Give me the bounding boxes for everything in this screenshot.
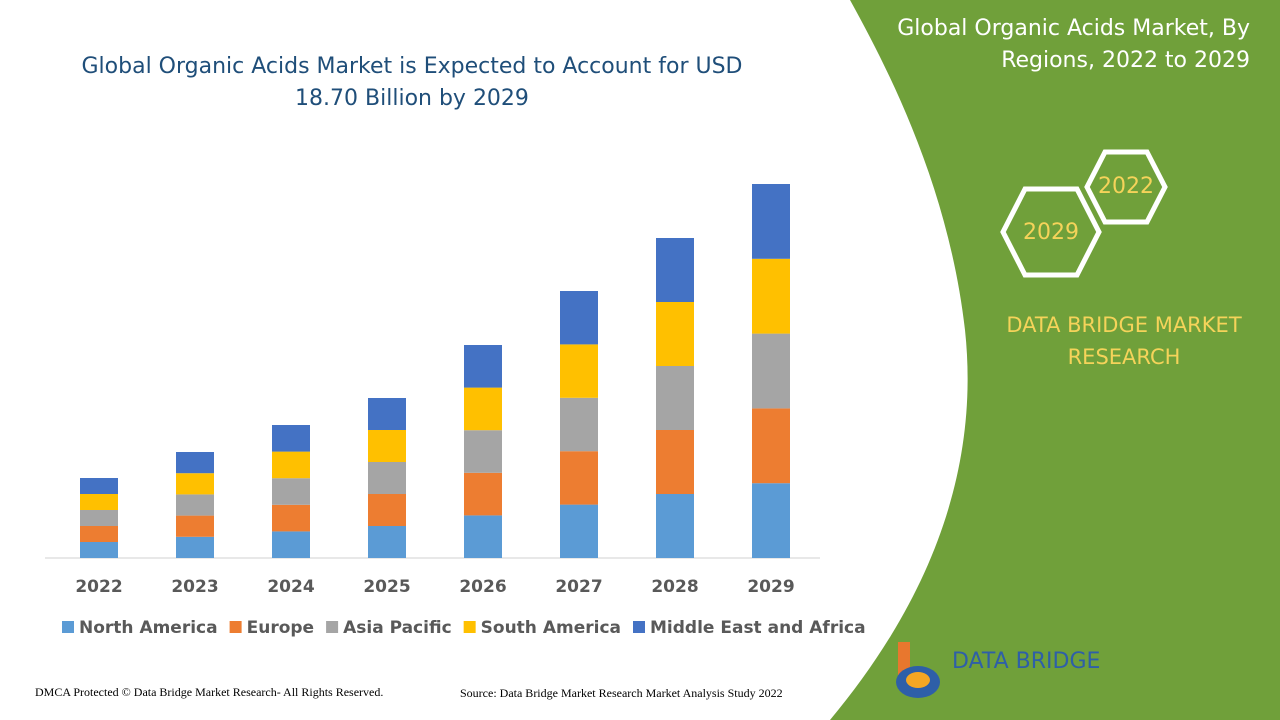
bar-segment xyxy=(464,345,502,388)
bar-segment xyxy=(752,184,790,259)
logo-text: DATA BRIDGE xyxy=(952,649,1100,674)
bar-segment xyxy=(464,430,502,473)
bar-segment xyxy=(560,291,598,345)
bar-segment xyxy=(752,408,790,484)
legend-swatch xyxy=(326,621,339,633)
legend-label: Middle East and Africa xyxy=(650,618,866,638)
chart-title: Global Organic Acids Market is Expected … xyxy=(82,54,743,79)
hexagon xyxy=(1000,186,1102,278)
bar-segment xyxy=(464,515,502,558)
bar-segment xyxy=(272,425,310,452)
copyright: DMCA Protected © Data Bridge Market Rese… xyxy=(35,685,383,699)
x-tick-label: 2023 xyxy=(171,577,218,597)
panel-title: Regions, 2022 to 2029 xyxy=(1001,48,1250,73)
chart-title: 18.70 Billion by 2029 xyxy=(295,86,529,111)
logo: DATA BRIDGE xyxy=(896,642,1100,698)
bar-segment xyxy=(176,473,214,495)
bar-segment xyxy=(272,451,310,479)
legend-swatch xyxy=(463,621,476,633)
bar-segment xyxy=(368,526,406,558)
bar-segment xyxy=(176,494,214,516)
source: Source: Data Bridge Market Research Mark… xyxy=(460,686,783,700)
bar-segment xyxy=(656,366,694,430)
x-tick-label: 2029 xyxy=(747,577,794,597)
brand-text: RESEARCH xyxy=(1068,345,1181,369)
bar-segment xyxy=(272,478,310,505)
panel-title: Global Organic Acids Market, By xyxy=(897,16,1250,41)
bar-segment xyxy=(368,398,406,430)
bar-segment xyxy=(80,478,118,494)
bar-segment xyxy=(464,387,502,431)
hexagon-label: 2029 xyxy=(1023,220,1079,245)
x-tick-label: 2027 xyxy=(555,577,602,597)
bar-segment xyxy=(272,504,310,532)
bar-segment xyxy=(656,494,694,558)
bar-segment xyxy=(176,515,214,537)
legend-label: South America xyxy=(481,618,621,638)
logo-shape xyxy=(906,672,930,688)
hexagon-label: 2022 xyxy=(1098,174,1154,199)
bar-segment xyxy=(368,494,406,526)
bar-segment xyxy=(560,451,598,505)
bar-segment xyxy=(80,510,118,526)
bar-segment xyxy=(176,452,214,474)
bar-segment xyxy=(560,504,598,558)
bar-segment xyxy=(176,536,214,558)
hexagon xyxy=(1084,149,1168,225)
bar-segment xyxy=(752,258,790,334)
bar-segment xyxy=(368,430,406,462)
x-tick-label: 2022 xyxy=(75,577,122,597)
bar-segment xyxy=(80,526,118,542)
legend-swatch xyxy=(62,621,74,633)
x-tick-label: 2028 xyxy=(651,577,698,597)
legend-label: North America xyxy=(79,618,218,638)
bar-segment xyxy=(272,531,310,558)
bar-segment xyxy=(80,494,118,510)
bar-segment xyxy=(560,397,598,452)
legend-swatch xyxy=(229,621,242,633)
bar-segment xyxy=(464,472,502,516)
x-tick-label: 2025 xyxy=(363,577,410,597)
bar-segment xyxy=(656,430,694,494)
bar-segment xyxy=(560,344,598,398)
bar-segment xyxy=(368,462,406,494)
legend-label: Europe xyxy=(247,618,314,638)
brand-text: DATA BRIDGE MARKET xyxy=(1006,313,1241,337)
legend-swatch xyxy=(633,621,645,633)
green-panel xyxy=(830,0,1280,720)
x-tick-label: 2026 xyxy=(459,577,506,597)
bar-segment xyxy=(656,238,694,302)
legend-label: Asia Pacific xyxy=(343,618,452,638)
x-tick-label: 2024 xyxy=(267,577,314,597)
bar-segment xyxy=(80,542,118,558)
bar-segment xyxy=(752,333,790,409)
bar-segment xyxy=(752,483,790,558)
bar-segment xyxy=(656,302,694,366)
